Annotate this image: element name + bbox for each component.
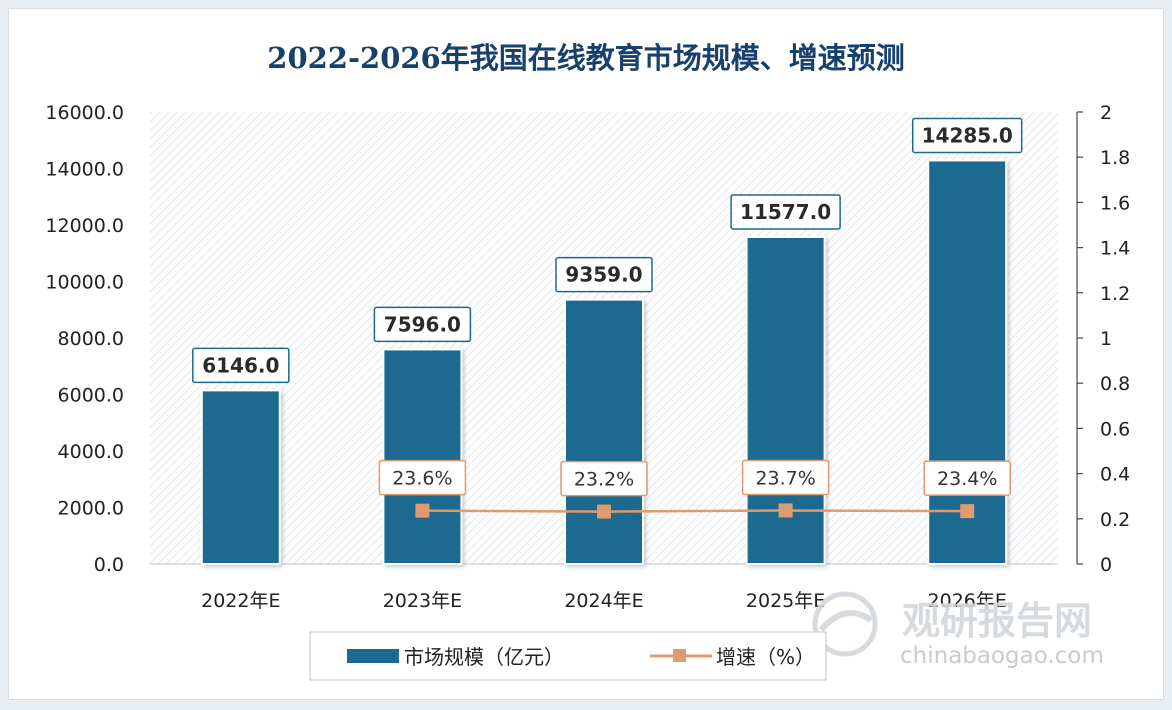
- bar-market-size: [927, 159, 1008, 565]
- watermark-cn: 观研报告网: [902, 599, 1092, 643]
- right-axis-tick-label: 1.2: [1100, 283, 1130, 305]
- right-axis-tick-label: 0.4: [1100, 464, 1130, 486]
- right-axis-tick-label: 1: [1100, 328, 1112, 350]
- left-axis-tick-label: 16000.0: [45, 102, 124, 124]
- bar-data-label: 14285.0: [922, 123, 1013, 147]
- growth-data-label: 23.6%: [392, 468, 452, 490]
- right-axis-tick-label: 1.4: [1100, 238, 1130, 260]
- bar-data-label-box: [911, 117, 1023, 154]
- left-axis-tick-label: 10000.0: [45, 272, 124, 294]
- left-axis-tick-label: 6000.0: [58, 385, 124, 407]
- growth-data-label-box: [741, 459, 830, 496]
- legend: 市场规模（亿元） 增速（%）: [309, 631, 827, 681]
- right-axis-tick-label: 0.8: [1100, 373, 1130, 395]
- x-axis-category-label: 2026年E: [928, 590, 1007, 612]
- right-axis-tick-label: 1.6: [1100, 192, 1130, 214]
- left-axis-tick-label: 2000.0: [58, 498, 124, 520]
- growth-line: [422, 509, 968, 513]
- right-axis-tick-label: 0: [1100, 554, 1112, 576]
- x-axis-category-label: 2024年E: [564, 590, 643, 612]
- bar-data-label: 7596.0: [384, 312, 461, 336]
- left-axis-tick-label: 4000.0: [58, 441, 124, 463]
- x-axis-category-label: 2025年E: [746, 590, 825, 612]
- left-axis-tick-labels: 0.0 2000.0 4000.0 6000.0 8000.0 10000.0 12000.…: [45, 102, 124, 576]
- bar-series: 6146.0 7596.0 9359.0 11577.0 14285.0: [192, 117, 1023, 566]
- growth-data-label-box: [378, 459, 467, 496]
- legend-bar-label: 市场规模（亿元）: [404, 645, 564, 669]
- right-axis-tick-label: 0.2: [1100, 509, 1130, 531]
- left-axis-tick-label: 14000.0: [45, 159, 124, 181]
- growth-point: [960, 504, 975, 519]
- bar-market-size: [564, 298, 644, 565]
- legend-line-marker: [673, 649, 686, 662]
- bar-data-label-box: [373, 306, 472, 343]
- watermark: 观研报告网 chinabaogao.com: [812, 591, 1104, 669]
- growth-data-label: 23.2%: [574, 469, 634, 491]
- x-axis-category-labels: 2022年E 2023年E 2024年E 2025年E 2026年E: [201, 590, 1007, 612]
- growth-data-label: 23.7%: [755, 467, 815, 489]
- legend-line-label: 增速（%）: [716, 645, 815, 669]
- growth-data-label-box: [923, 460, 1011, 496]
- watermark-logo: [812, 591, 878, 657]
- growth-point: [597, 504, 611, 519]
- watermark-en: chinabaogao.com: [900, 643, 1104, 669]
- right-axis-tick-labels: 0 0.2 0.4 0.6 0.8 1 1.2 1.4 1.6 1.8 2: [1077, 102, 1130, 576]
- right-axis-tick-label: 2: [1100, 102, 1112, 124]
- line-series: 23.6% 23.2% 23.7% 23.4%: [378, 459, 1011, 519]
- chart-title: 2022-2026年我国在线教育市场规模、增速预测: [267, 41, 904, 75]
- left-axis-tick-label: 8000.0: [58, 328, 124, 350]
- left-axis-tick-label: 12000.0: [45, 215, 124, 237]
- bar-data-label: 6146.0: [202, 353, 279, 377]
- bar-data-label-box: [555, 256, 653, 293]
- right-axis-tick-label: 0.6: [1100, 418, 1130, 440]
- right-axis-tick-label: 1.8: [1100, 147, 1130, 169]
- bar-market-size: [200, 389, 281, 565]
- legend-bar-swatch: [347, 649, 399, 663]
- left-axis-tick-label: 0.0: [94, 554, 124, 576]
- growth-point: [415, 503, 430, 518]
- growth-data-label: 23.4%: [937, 468, 997, 490]
- bar-data-label: 9359.0: [565, 263, 642, 287]
- bar-data-label-box: [730, 194, 841, 230]
- growth-data-label-box: [560, 460, 648, 497]
- bar-data-label-box: [192, 347, 290, 384]
- growth-point: [778, 503, 793, 518]
- x-axis-category-label: 2023年E: [383, 590, 462, 612]
- x-axis-category-label: 2022年E: [201, 590, 280, 612]
- bar-data-label: 11577.0: [740, 200, 831, 224]
- bar-market-size: [382, 348, 463, 565]
